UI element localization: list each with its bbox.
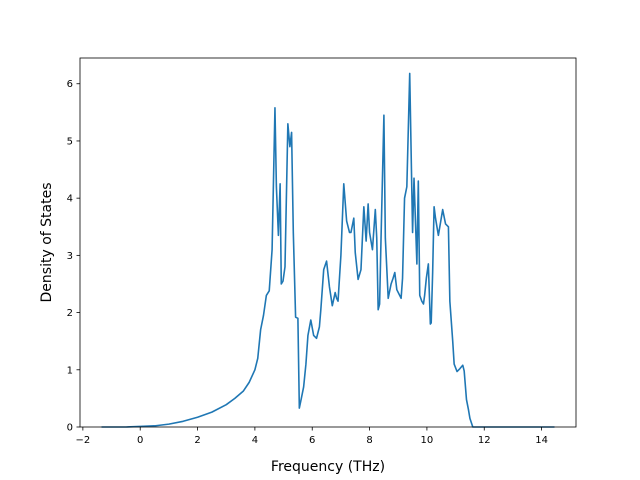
x-tick-label: 0 — [137, 435, 143, 446]
x-tick-label: 10 — [421, 435, 434, 446]
x-tick-label: −2 — [75, 435, 90, 446]
x-axis-label: Frequency (THz) — [271, 459, 385, 475]
y-tick-label: 6 — [67, 79, 73, 90]
x-tick-label: 8 — [366, 435, 372, 446]
y-axis-label: Density of States — [39, 183, 55, 303]
x-tick-label: 14 — [535, 435, 548, 446]
x-tick-label: 12 — [478, 435, 491, 446]
axes-frame — [79, 57, 577, 428]
x-tick-label: 4 — [252, 435, 258, 446]
y-axis-ticks: 0 1 2 3 4 5 6 — [67, 79, 80, 434]
y-tick-label: 2 — [67, 308, 73, 319]
y-tick-label: 1 — [67, 365, 73, 376]
x-tick-label: 6 — [309, 435, 315, 446]
x-tick-label: 2 — [194, 435, 200, 446]
y-tick-label: 5 — [67, 136, 73, 147]
y-tick-label: 3 — [67, 251, 73, 262]
y-tick-label: 4 — [67, 194, 73, 205]
x-axis-ticks: −2 0 2 4 6 8 10 12 14 — [75, 427, 548, 446]
y-tick-label: 0 — [67, 423, 73, 434]
